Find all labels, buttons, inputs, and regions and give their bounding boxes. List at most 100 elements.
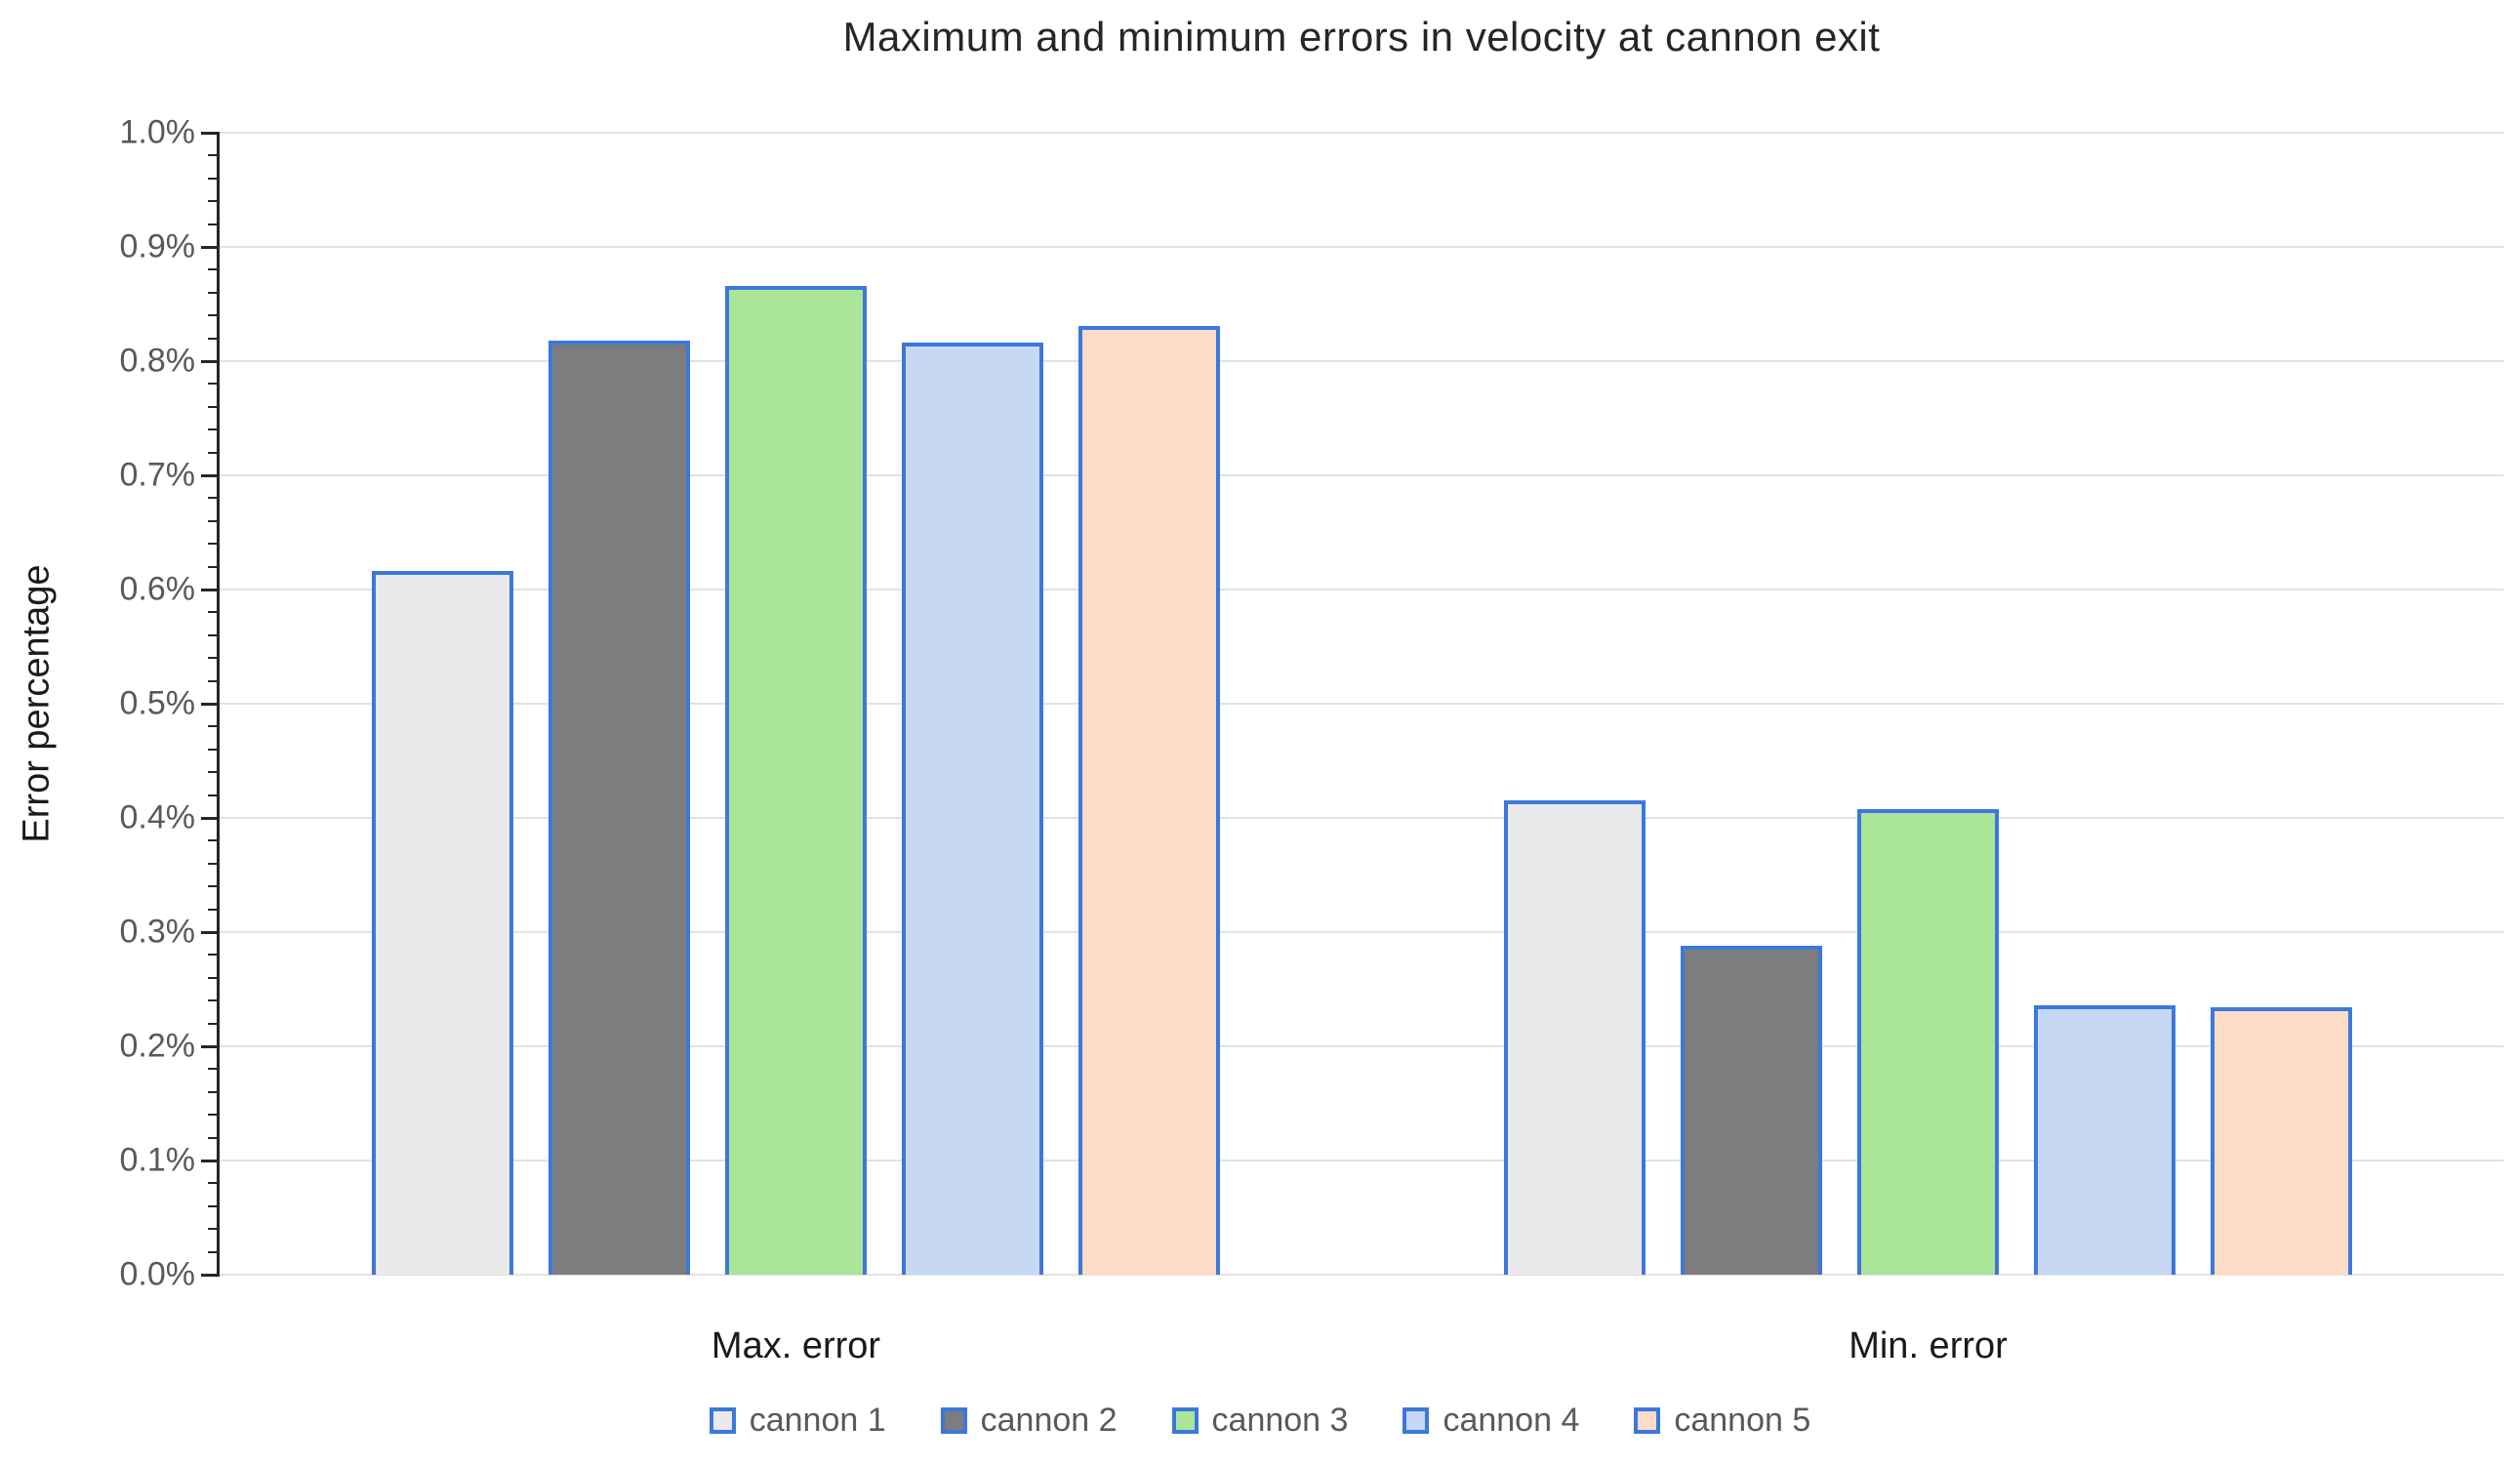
y-minor-tick — [208, 657, 218, 660]
bar-cannon-4-min — [2034, 1005, 2175, 1275]
y-minor-tick — [208, 1228, 218, 1231]
y-minor-tick — [208, 999, 218, 1002]
y-major-tick — [201, 473, 218, 477]
y-major-tick — [201, 930, 218, 934]
y-minor-tick — [208, 268, 218, 271]
y-minor-tick — [208, 565, 218, 568]
bar-cannon-5-min — [2211, 1007, 2352, 1275]
y-tick-label: 0.0% — [119, 1255, 196, 1293]
gridline — [220, 1160, 2503, 1161]
y-minor-tick — [208, 1114, 218, 1117]
y-major-tick — [201, 245, 218, 249]
y-minor-tick — [208, 314, 218, 317]
y-minor-tick — [208, 291, 218, 294]
y-minor-tick — [208, 862, 218, 865]
bar-cannon-4-max — [902, 343, 1043, 1275]
bar-group — [372, 286, 1220, 1275]
y-major-tick — [201, 1273, 218, 1277]
y-minor-tick — [208, 543, 218, 546]
y-tick-label: 0.9% — [119, 227, 196, 265]
gridline — [220, 703, 2503, 705]
y-minor-tick — [208, 954, 218, 957]
gridline — [220, 931, 2503, 933]
y-minor-tick — [208, 1204, 218, 1207]
legend-swatch-icon — [1634, 1407, 1661, 1434]
y-minor-tick — [208, 428, 218, 431]
y-major-tick — [201, 588, 218, 591]
legend-label: cannon 4 — [1443, 1402, 1580, 1439]
bar-cannon-3-min — [1857, 809, 1999, 1275]
y-minor-tick — [208, 451, 218, 454]
gridline — [220, 246, 2503, 248]
bar-cannon-5-max — [1078, 326, 1220, 1275]
y-minor-tick — [208, 177, 218, 180]
y-minor-tick — [208, 771, 218, 774]
y-tick-label: 0.6% — [119, 570, 196, 608]
bar-cannon-1-max — [372, 571, 513, 1275]
legend-swatch-icon — [1171, 1407, 1199, 1434]
legend-item: cannon 1 — [709, 1402, 886, 1440]
gridline — [220, 474, 2503, 476]
y-major-tick — [201, 702, 218, 706]
legend-label: cannon 5 — [1674, 1402, 1811, 1439]
legend-label: cannon 1 — [749, 1402, 886, 1439]
y-minor-tick — [208, 839, 218, 842]
y-minor-tick — [208, 1136, 218, 1139]
y-axis-tick-labels: 0.0% 0.1% 0.2% 0.3% 0.4% 0.5% 0.6% 0.7% 0.8% 0.9%… — [0, 114, 196, 1293]
gridline — [220, 1274, 2503, 1276]
chart-title: Maximum and minimum errors in velocity a… — [842, 14, 1881, 60]
legend-item: cannon 2 — [940, 1402, 1118, 1440]
plot-area — [201, 131, 2503, 1277]
legend-item: cannon 5 — [1634, 1402, 1810, 1440]
bar-group — [1504, 800, 2352, 1275]
bar-cannon-2-max — [549, 341, 690, 1275]
y-tick-label: 0.4% — [119, 798, 196, 836]
legend-swatch-icon — [1402, 1407, 1430, 1434]
legend-label: cannon 3 — [1211, 1402, 1349, 1439]
y-minor-tick — [208, 794, 218, 796]
gridline — [220, 132, 2503, 134]
bar-cannon-2-min — [1681, 946, 1822, 1275]
y-minor-tick — [208, 154, 218, 157]
y-major-tick — [201, 1044, 218, 1048]
legend-label: cannon 2 — [980, 1402, 1118, 1439]
category-label: Min. error — [1849, 1325, 2008, 1366]
y-tick-label: 1.0% — [119, 113, 196, 151]
y-minor-tick — [208, 679, 218, 682]
y-minor-tick — [208, 748, 218, 751]
y-minor-tick — [208, 405, 218, 408]
y-major-tick — [201, 1159, 218, 1162]
y-minor-tick — [208, 1090, 218, 1093]
legend-item: cannon 4 — [1402, 1402, 1579, 1440]
legend-swatch-icon — [709, 1407, 736, 1434]
y-minor-tick — [208, 497, 218, 500]
y-tick-label: 0.5% — [119, 684, 196, 722]
y-minor-tick — [208, 1250, 218, 1253]
y-tick-label: 0.7% — [119, 456, 196, 494]
y-minor-tick — [208, 1022, 218, 1025]
legend-swatch-icon — [940, 1407, 967, 1434]
y-minor-tick — [208, 725, 218, 728]
bar-cannon-1-min — [1504, 800, 1646, 1275]
y-minor-tick — [208, 519, 218, 522]
gridline — [220, 1045, 2503, 1047]
y-major-tick — [201, 359, 218, 363]
y-minor-tick — [208, 1068, 218, 1071]
y-tick-label: 0.3% — [119, 913, 196, 951]
legend: cannon 1 cannon 2 cannon 3 cannon 4 cannon 5 — [0, 1402, 2520, 1440]
y-minor-tick — [208, 200, 218, 203]
legend-item: cannon 3 — [1171, 1402, 1349, 1440]
y-minor-tick — [208, 908, 218, 911]
y-minor-tick — [208, 885, 218, 888]
y-tick-label: 0.8% — [119, 342, 196, 380]
gridline — [220, 589, 2503, 590]
y-minor-tick — [208, 1182, 218, 1185]
y-minor-tick — [208, 383, 218, 386]
y-major-tick — [201, 816, 218, 820]
bar-cannon-3-max — [725, 286, 867, 1275]
category-label: Max. error — [711, 1325, 881, 1366]
y-axis-line — [217, 132, 220, 1277]
y-minor-tick — [208, 337, 218, 340]
gridline — [220, 817, 2503, 819]
